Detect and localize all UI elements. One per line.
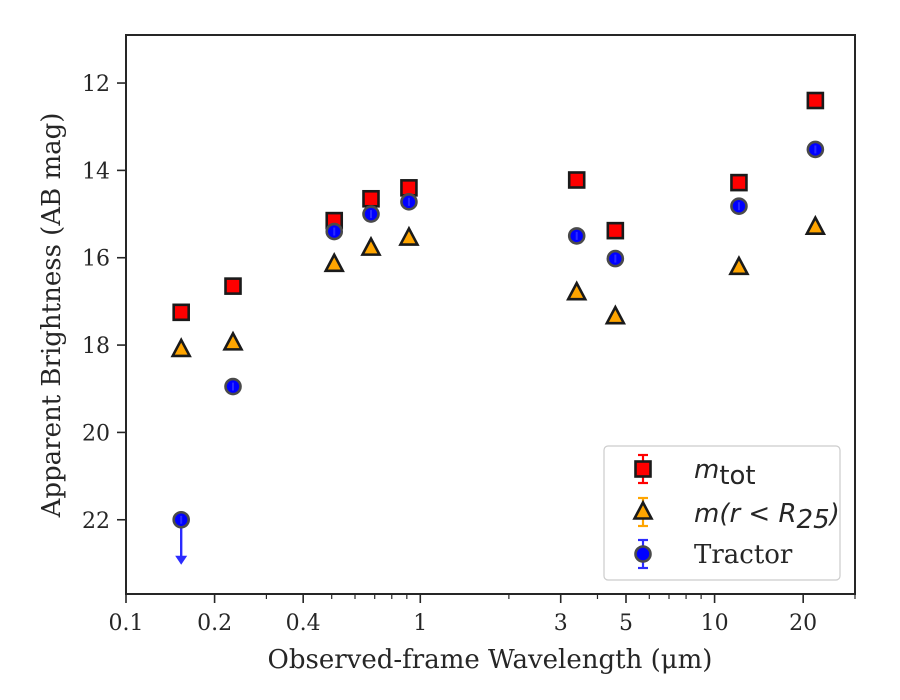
y-tick-label: 20 (82, 421, 110, 446)
x-tick-label: 5 (619, 611, 633, 636)
x-tick-label: 0.4 (286, 611, 321, 636)
series-2 (170, 214, 827, 358)
y-axis-label: Apparent Brightness (AB mag) (37, 113, 67, 519)
y-tick-label: 18 (82, 334, 110, 359)
legend-label-tractor: Tractor (694, 540, 793, 570)
x-tick-label: 1 (413, 611, 427, 636)
series-3 (172, 140, 825, 565)
legend-markers (632, 453, 654, 570)
plot-layer (170, 91, 827, 565)
legend: mtot m(r < R25) Tractor (603, 445, 841, 581)
y-tick-label: 12 (82, 72, 110, 97)
axes-layer: 0.1 0.2 0.4 1 3 5 10 20 12 14 16 18 20 22 (82, 34, 856, 636)
x-tick-label: 0.2 (197, 611, 232, 636)
x-axis-label: Observed-frame Wavelength (μm) (268, 645, 713, 675)
upper-limit-arrow (175, 555, 188, 565)
legend-marker (634, 460, 652, 478)
legend-frame (603, 445, 841, 581)
legend-label-mtot: mtot (694, 455, 756, 491)
x-tick-label: 0.1 (109, 611, 144, 636)
y-tick-label: 22 (82, 509, 110, 534)
legend-label-mr25: m(r < R25) (694, 499, 840, 535)
y-tick-label: 14 (82, 159, 110, 184)
legend-marker (632, 499, 654, 520)
x-tick-label: 10 (701, 611, 729, 636)
plot-frame (125, 34, 856, 595)
y-tick-label: 16 (82, 247, 110, 272)
x-tick-label: 3 (554, 611, 568, 636)
legend-marker (634, 545, 652, 563)
x-tick-label: 20 (789, 611, 817, 636)
